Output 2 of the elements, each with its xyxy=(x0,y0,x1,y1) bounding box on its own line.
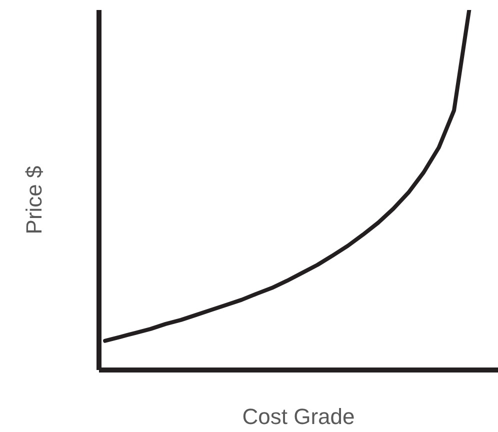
y-axis-title: Price $ xyxy=(22,166,46,234)
x-axis-title: Cost Grade xyxy=(242,404,355,429)
